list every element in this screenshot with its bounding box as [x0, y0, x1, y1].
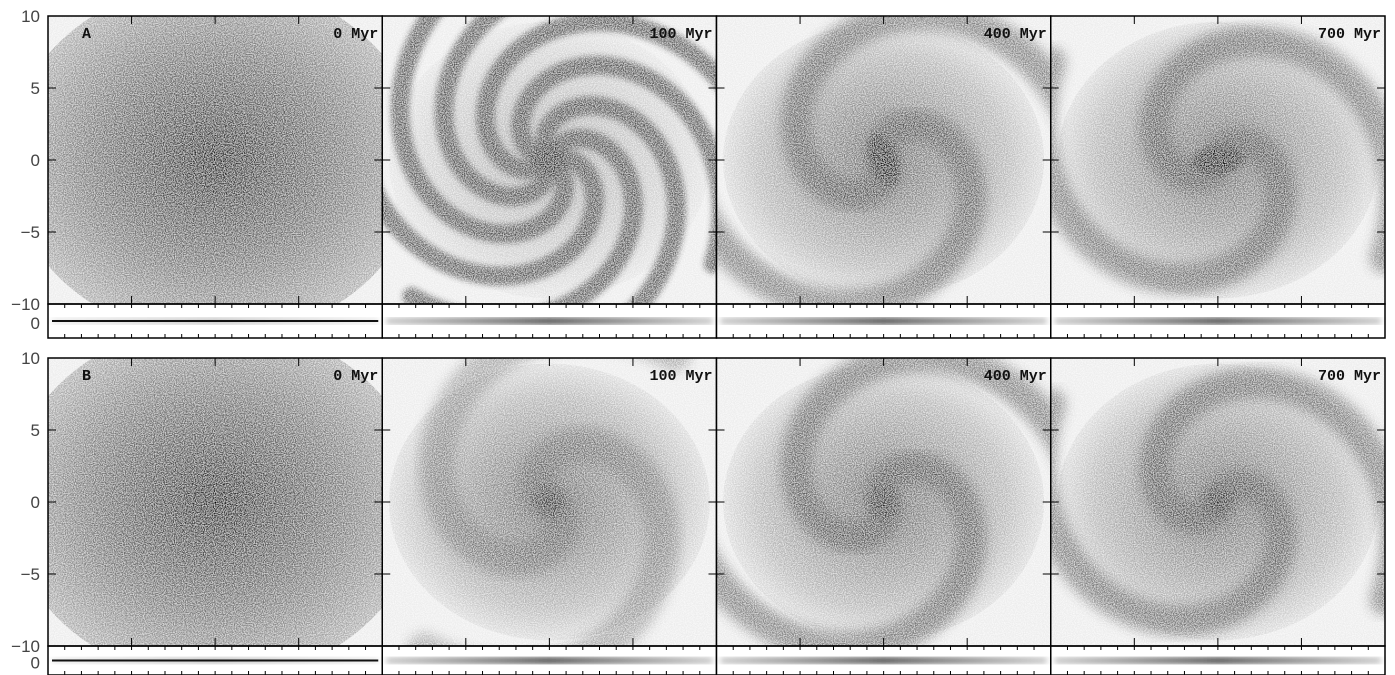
edge-disc — [52, 659, 379, 662]
edge-on-view — [716, 646, 1051, 675]
spiral-arm — [402, 129, 643, 304]
galaxy-panel — [381, 15, 718, 339]
face-on-view — [48, 16, 383, 304]
y-tick-label: 0 — [31, 151, 40, 170]
edge-on-view — [382, 304, 717, 338]
galaxy-panel — [381, 357, 718, 675]
face-on-view — [382, 16, 717, 304]
spiral-arm — [390, 16, 574, 243]
spiral-arm — [382, 148, 604, 286]
edge-disc — [1054, 657, 1381, 664]
edge-disc — [52, 320, 379, 322]
galaxy-panel — [47, 15, 383, 339]
spiral-arm — [1140, 368, 1385, 615]
galaxy-panel — [715, 15, 1052, 339]
spiral-arm — [476, 16, 717, 179]
edge-on-view — [382, 646, 717, 675]
galaxy-panel — [1050, 357, 1386, 675]
y-tick-label: −5 — [21, 565, 40, 584]
row-label: A — [82, 26, 91, 43]
time-label: 400 Myr — [984, 368, 1047, 385]
spiral-arm — [408, 427, 679, 646]
spiral-arm — [1050, 47, 1296, 294]
time-label: 100 Myr — [649, 368, 712, 385]
face-on-view — [716, 358, 1051, 646]
center-dot — [547, 500, 551, 504]
galaxy-panel — [1050, 15, 1386, 339]
spiral-arm — [534, 96, 686, 304]
center-dot — [213, 158, 217, 162]
y-tick-label: −5 — [21, 223, 40, 242]
time-label: 700 Myr — [1318, 368, 1381, 385]
time-label: 0 Myr — [333, 368, 378, 385]
spiral-arm — [716, 110, 986, 304]
y-tick-label: 10 — [21, 7, 40, 26]
spiral-arm — [511, 56, 717, 273]
spiral-arm — [781, 358, 1051, 552]
face-on-view — [716, 16, 1051, 304]
face-on-view — [48, 358, 383, 646]
time-label: 700 Myr — [1318, 26, 1381, 43]
face-on-view — [1050, 358, 1385, 646]
edge-disc — [720, 657, 1047, 664]
edge-tick-label: −10 — [11, 637, 40, 656]
edge-on-view — [716, 304, 1051, 338]
spiral-arm — [419, 358, 691, 577]
spiral-arm — [716, 452, 986, 646]
y-tick-label: 10 — [21, 349, 40, 368]
y-tick-label: 0 — [31, 493, 40, 512]
edge-on-view — [1050, 304, 1385, 338]
center-dot — [1216, 500, 1220, 504]
time-label: 400 Myr — [984, 26, 1047, 43]
edge-on-view — [48, 304, 383, 338]
center-dot — [213, 500, 217, 504]
edge-disc — [386, 318, 713, 324]
spiral-arm — [781, 16, 1051, 210]
center-dot — [882, 158, 886, 162]
center-dot — [882, 500, 886, 504]
edge-tick-label: 0 — [31, 654, 40, 673]
edge-on-view — [1050, 646, 1385, 675]
face-on-view — [1050, 16, 1385, 304]
spiral-arm — [1140, 26, 1385, 273]
y-tick-label: 5 — [31, 421, 40, 440]
time-label: 0 Myr — [333, 26, 378, 43]
edge-on-view — [48, 646, 383, 675]
galaxy-panel — [715, 357, 1052, 675]
edge-disc — [386, 657, 713, 664]
face-on-view — [382, 358, 717, 646]
edge-tick-label: 0 — [31, 314, 40, 333]
spiral-arm — [435, 16, 559, 206]
spiral-arm — [1050, 389, 1296, 636]
center-dot — [547, 158, 551, 162]
y-tick-label: 5 — [31, 79, 40, 98]
edge-disc — [720, 318, 1047, 324]
row-label: B — [82, 368, 91, 385]
edge-disc — [1054, 318, 1381, 324]
edge-tick-label: −10 — [11, 295, 40, 314]
time-label: 100 Myr — [649, 26, 712, 43]
galaxy-panel — [47, 357, 383, 675]
center-dot — [1216, 158, 1220, 162]
